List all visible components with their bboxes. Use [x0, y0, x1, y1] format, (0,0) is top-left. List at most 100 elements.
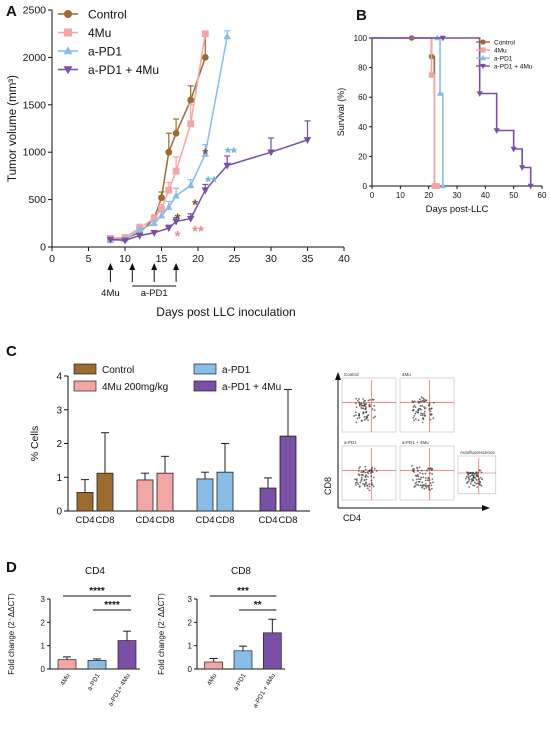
- category-label: a-PD1 + 4Mu: [252, 672, 277, 709]
- y-tick-label: 1: [188, 642, 193, 651]
- category-label: CD4: [75, 515, 94, 526]
- legend-label: a-PD1 + 4Mu: [494, 64, 533, 71]
- flow-event: [425, 480, 427, 482]
- survival-series-0: [372, 35, 440, 189]
- flow-event: [425, 477, 427, 479]
- flow-event: [425, 487, 427, 489]
- flow-event: [417, 470, 419, 472]
- flow-event: [429, 479, 431, 481]
- flow-event: [425, 483, 427, 485]
- category-label: a-PD1+ 4Mu: [107, 672, 132, 708]
- flow-event: [419, 466, 421, 468]
- flow-event: [370, 472, 372, 474]
- flow-event: [422, 486, 424, 488]
- flow-event: [466, 476, 468, 478]
- flow-event: [371, 468, 373, 470]
- flow-y-arrow-head: [335, 372, 341, 380]
- flow-event: [476, 473, 478, 475]
- legend-swatch: [74, 381, 96, 391]
- flow-event: [473, 485, 475, 487]
- panel-letter-c: C: [6, 343, 17, 360]
- legend-swatch: [194, 381, 216, 391]
- significance-label: **: [254, 600, 262, 611]
- tumor-volume-chart: 0 500 1000 1500 2000 2500 0 5 10 15 20 25 30 35 40 Tumo…: [7, 5, 350, 320]
- survival-series-1: [372, 38, 440, 189]
- flow-event: [366, 485, 368, 487]
- flow-event: [367, 476, 369, 478]
- flow-event: [363, 479, 365, 481]
- flow-event: [355, 484, 357, 486]
- flow-event: [376, 470, 378, 472]
- x-tick-label: 5: [86, 253, 92, 265]
- x-tick-label: 40: [481, 191, 490, 200]
- flow-plot-label: a-PD1 + 4Mu: [402, 440, 429, 445]
- flow-event: [360, 403, 362, 405]
- legend-marker: [64, 29, 72, 37]
- flow-event: [372, 408, 374, 410]
- significance-star: **: [225, 144, 237, 161]
- flow-event: [413, 471, 415, 473]
- flow-event: [415, 418, 417, 420]
- flow-plot-frame: [400, 446, 454, 500]
- flow-event: [358, 468, 360, 470]
- y-axis-label: % Cells: [29, 426, 41, 462]
- y-tick-label: 80: [358, 64, 367, 73]
- flow-event: [471, 472, 473, 474]
- legend-swatch: [74, 364, 96, 374]
- flow-event: [358, 401, 360, 403]
- flow-event: [372, 484, 374, 486]
- y-tick-label: 0: [56, 507, 62, 518]
- flow-event: [365, 412, 367, 414]
- flow-event: [469, 476, 471, 478]
- legend-label: Control: [88, 8, 127, 22]
- flow-event: [412, 401, 414, 403]
- flow-event: [429, 472, 431, 474]
- flow-event: [428, 478, 430, 480]
- flow-event: [427, 468, 429, 470]
- y-tick-label: 3: [188, 595, 193, 604]
- category-label: CD4: [135, 515, 154, 526]
- flow-event: [473, 479, 475, 481]
- data-point: [165, 149, 172, 156]
- bar: [234, 651, 252, 669]
- y-tick-label: 4: [56, 372, 62, 383]
- flow-event: [358, 398, 360, 400]
- flow-event: [417, 410, 419, 412]
- flow-event: [423, 419, 425, 421]
- legend-label: Control: [494, 40, 516, 47]
- y-tick-label: 0: [40, 242, 46, 254]
- flow-event: [367, 487, 369, 489]
- flow-event: [359, 474, 361, 476]
- bar: [77, 492, 93, 511]
- flow-event: [357, 418, 359, 420]
- y-tick-label: 2: [56, 439, 62, 450]
- treatment-arrow-head: [107, 263, 113, 270]
- flow-event: [475, 483, 477, 485]
- flow-event: [474, 482, 476, 484]
- flow-event: [428, 485, 430, 487]
- y-tick-label: 0: [188, 665, 193, 674]
- bar: [263, 633, 281, 669]
- flow-event: [356, 482, 358, 484]
- flow-event: [417, 412, 419, 414]
- y-tick-label: 60: [358, 93, 367, 102]
- x-tick-label: 60: [538, 191, 547, 200]
- data-point: [202, 54, 209, 61]
- flow-event: [476, 486, 478, 488]
- flow-event: [412, 417, 414, 419]
- flow-event: [373, 477, 375, 479]
- x-tick-label: 0: [370, 191, 375, 200]
- flow-event: [413, 420, 415, 422]
- x-tick-label: 35: [302, 253, 314, 265]
- flow-event: [420, 476, 422, 478]
- flow-event: [413, 468, 415, 470]
- flow-event: [359, 417, 361, 419]
- flow-event: [428, 486, 430, 488]
- flow-event: [370, 475, 372, 477]
- flow-event: [478, 479, 480, 481]
- flow-event: [422, 415, 424, 417]
- flow-event: [426, 470, 428, 472]
- flow-event: [418, 419, 420, 421]
- bar: [58, 660, 76, 669]
- flow-plot-frame: [400, 378, 454, 432]
